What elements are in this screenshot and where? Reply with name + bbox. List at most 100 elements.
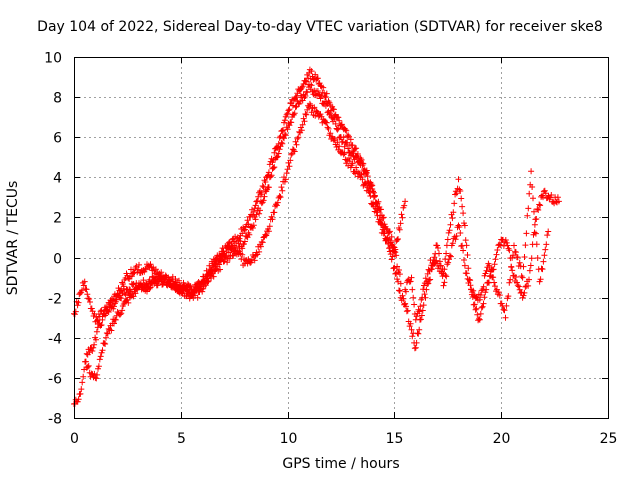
data-point [209, 262, 216, 269]
data-point [274, 199, 281, 206]
data-point [529, 184, 536, 190]
data-point [316, 80, 323, 87]
data-point [368, 183, 375, 190]
data-point [314, 108, 320, 115]
data-point [474, 311, 481, 318]
data-point [544, 232, 551, 239]
data-point [426, 267, 433, 274]
data-point [262, 179, 269, 185]
data-point [373, 209, 380, 216]
data-point [110, 297, 117, 304]
data-point [397, 220, 404, 227]
data-point [372, 205, 379, 212]
data-point [93, 328, 100, 335]
data-point [404, 307, 411, 314]
data-point [481, 294, 488, 301]
data-point [293, 141, 300, 148]
data-point [249, 212, 256, 219]
data-point [536, 278, 543, 285]
data-point [253, 211, 260, 218]
data-point [331, 136, 338, 142]
data-point [303, 88, 310, 95]
data-point [300, 115, 307, 122]
data-point [250, 208, 257, 215]
data-point [88, 305, 95, 312]
data-point [271, 209, 278, 216]
data-point [511, 242, 517, 249]
data-point [540, 194, 546, 201]
data-point [555, 198, 562, 205]
data-point [203, 267, 210, 274]
y-tick-label: 0 [53, 252, 62, 268]
data-point [262, 231, 269, 238]
data-point [142, 265, 149, 272]
data-point [83, 350, 90, 357]
data-point [252, 216, 259, 223]
data-point [419, 294, 426, 301]
data-point [103, 334, 109, 341]
data-point [317, 111, 324, 118]
data-point [362, 179, 368, 186]
data-point [502, 314, 509, 321]
data-point [208, 269, 215, 276]
data-point [536, 201, 543, 208]
data-point [379, 226, 386, 233]
data-point [149, 273, 156, 280]
data-point [514, 254, 521, 261]
data-point [531, 221, 538, 228]
data-point [284, 110, 291, 117]
data-point [84, 291, 91, 298]
grid-lines [74, 57, 608, 418]
data-point [254, 197, 261, 204]
data-point [220, 250, 227, 257]
data-point [446, 227, 453, 234]
data-point [335, 114, 342, 121]
data-point [434, 242, 441, 249]
data-point [145, 284, 152, 291]
data-point [301, 118, 308, 125]
data-point [245, 221, 252, 228]
data-point [378, 206, 384, 213]
data-point [513, 279, 520, 286]
data-point [493, 286, 500, 293]
data-point [322, 94, 329, 100]
data-point [210, 273, 217, 280]
data-point [118, 310, 125, 317]
data-point [257, 207, 263, 214]
data-point [99, 347, 106, 354]
data-point [129, 281, 136, 288]
data-point [457, 188, 464, 194]
data-point [346, 149, 352, 156]
data-point [274, 144, 281, 151]
data-point [244, 217, 251, 224]
data-point [282, 132, 289, 139]
data-point [507, 276, 514, 283]
data-point [388, 233, 395, 240]
data-point [450, 209, 457, 216]
data-point [441, 279, 448, 286]
data-point [376, 216, 383, 223]
data-point [506, 279, 513, 286]
data-point [188, 292, 195, 299]
data-point [378, 221, 384, 228]
data-point [519, 294, 526, 301]
data-point [345, 145, 352, 152]
data-point [316, 112, 323, 119]
y-tick-label: 2 [53, 211, 62, 227]
data-point [253, 198, 260, 205]
data-point [336, 117, 343, 124]
data-point [436, 250, 442, 257]
data-point [485, 260, 492, 267]
data-point [543, 241, 550, 248]
data-point [78, 386, 85, 393]
data-point [162, 274, 169, 281]
data-point [161, 277, 168, 284]
data-point [304, 89, 311, 96]
data-point [220, 258, 227, 265]
data-point [111, 320, 117, 327]
data-point [490, 274, 497, 281]
data-point [482, 270, 489, 277]
data-point [540, 258, 547, 265]
data-point [91, 370, 98, 377]
data-point [100, 311, 107, 318]
